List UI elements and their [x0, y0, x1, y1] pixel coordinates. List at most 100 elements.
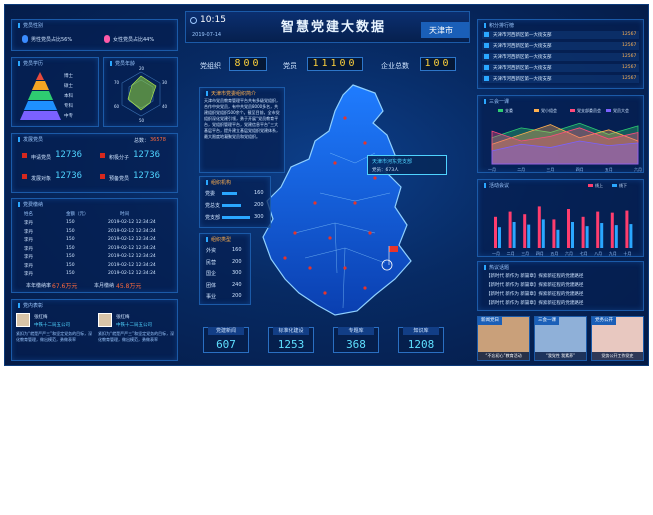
screen-reflection	[4, 368, 649, 515]
stat-box-value: 368	[346, 338, 366, 351]
city-selector[interactable]: 天津市	[421, 22, 469, 38]
edu-level: 本科	[64, 94, 73, 99]
dev-item-label: 发展对象	[31, 176, 52, 182]
stat-box-value: 1208	[407, 338, 435, 351]
org-counter: 800	[229, 57, 267, 71]
tooltip-line: 党员：673人	[372, 168, 399, 173]
x-tick-label: 六月	[634, 166, 642, 172]
ranking-row[interactable]: 天津市河西新区第一大街支部 12567	[482, 75, 639, 83]
x-tick-label: 六月	[565, 250, 573, 256]
media-card[interactable]: 党务公开 党务公开工作党史	[591, 316, 644, 361]
gender-panel: 党员性别 男性党员占比56% 女性党员占比44%	[11, 19, 178, 51]
dev-item-label: 积极分子	[109, 155, 130, 161]
bar	[512, 222, 516, 248]
age-panel: 党员年龄 20 30 40 50 60 70	[103, 57, 178, 127]
legend-label: 党支部委员会	[577, 107, 601, 113]
org-stat-value: 300	[254, 214, 264, 220]
news-item[interactable]: 【新时代 新作为 新篇章】探索新征程的党建路径	[486, 283, 584, 288]
org-type-value: 240	[232, 281, 242, 288]
cell-amount: 150	[66, 228, 75, 234]
cell-name: 李丹	[24, 255, 33, 260]
org-type-label: 团体	[206, 282, 217, 289]
media-caption: 党务公开工作党史	[592, 352, 643, 360]
member-label: 党员	[283, 62, 297, 70]
cell-time: 2019-02-12 12:34:24	[108, 220, 156, 225]
dev-item-value: 12736	[133, 171, 161, 181]
bar	[523, 214, 527, 248]
member-counter: 11100	[307, 57, 363, 71]
org-stats-title: 组织机构	[206, 179, 231, 186]
education-panel: 党员学历 博士 硕士 本科 专科 中专	[11, 57, 99, 127]
stat-box[interactable]: 知识库 1208	[398, 327, 444, 353]
cell-amount: 150	[66, 262, 75, 268]
org-type-value: 160	[232, 247, 242, 253]
cell-time: 2019-02-12 12:34:24	[108, 262, 156, 268]
cell-time: 2019-02-12 12:34:24	[108, 271, 156, 276]
development-panel: 发展党员 总数： 36578 申请党员 12736 积极分子 12736 发展对…	[11, 133, 178, 193]
cell-amount: 150	[66, 237, 75, 242]
age-axis: 40	[162, 104, 168, 109]
dev-item-value: 12736	[55, 171, 83, 181]
media-card[interactable]: 三会一课 “我党性 我素养”	[534, 316, 587, 361]
media-caption: “不忘初心”教育活动	[478, 352, 529, 360]
bar	[625, 210, 629, 248]
avatar	[98, 313, 112, 327]
ranking-row[interactable]: 天津市河西新区第一大街支部 12567	[482, 42, 639, 50]
org-type-label: 国企	[206, 271, 217, 277]
dues-header: 姓名 金额（元） 时间	[16, 211, 173, 218]
rank-name: 天津市河西新区第一大街支部	[493, 44, 552, 49]
stat-box[interactable]: 党建新闻 607	[203, 327, 249, 353]
education-pyramid	[20, 72, 61, 120]
legend-swatch	[588, 184, 593, 187]
female-icon	[104, 35, 110, 43]
person-card[interactable]: 张红梅 中铁十二局五公司 紧扣为“就是严严三”和坚定党务的目标，深化教育管理，做…	[98, 312, 176, 358]
rank-score: 12567	[622, 65, 637, 70]
x-tick-label: 九月	[609, 250, 617, 256]
ranking-row[interactable]: 天津市河西新区第一大街支部 12567	[482, 64, 639, 72]
media-tag: 新闻党日	[478, 317, 502, 325]
dev-item-label: 申请党员	[31, 155, 52, 161]
stat-box[interactable]: 专题库 368	[333, 327, 379, 353]
flag-icon	[100, 174, 105, 179]
ranking-row[interactable]: 天津市河西新区第一大街支部 12567	[482, 31, 639, 39]
org-stat-label: 党支部	[205, 215, 221, 221]
news-item[interactable]: 【新时代 新作为 新篇章】探索新征程的党建路径	[486, 274, 584, 279]
rank-name: 天津市河西新区第一大街支部	[493, 33, 552, 38]
org-type-label: 事业	[206, 294, 217, 300]
ranking-row[interactable]: 天津市河西新区第一大街支部 12567	[482, 53, 639, 61]
stat-box[interactable]: 标准化建设 1253	[268, 327, 314, 353]
map-tooltip: 天津市河东党支部 党员：673人	[367, 155, 447, 175]
person-card[interactable]: 张红梅 中铁十二局五公司 紧扣为“就是严严三”和坚定党务的目标，深化教育管理，做…	[16, 312, 94, 358]
tooltip-title: 天津市河东党支部	[372, 159, 413, 165]
stat-box-label: 标准化建设	[273, 327, 309, 335]
bar	[541, 219, 545, 248]
development-title: 发展党员	[18, 136, 43, 143]
x-tick-label: 二月	[517, 167, 525, 172]
stat-box-label: 专题库	[338, 327, 374, 335]
age-radar-chart	[121, 71, 161, 117]
meetings-panel: 三会一课 支委 党小组会 党支部委员会 党员大会 一月 二月 三月 四月 五月 六月	[477, 95, 644, 173]
legend-swatch	[606, 109, 611, 112]
rank-score: 12567	[622, 43, 637, 48]
table-row: 李丹 150 2019-02-12 12:34:24	[16, 271, 173, 278]
rank-name: 天津市河西新区第一大街支部	[493, 77, 552, 82]
legend-label: 支委	[505, 107, 513, 113]
news-item[interactable]: 【新时代 新作为 新篇章】探索新征程的党建路径	[486, 301, 584, 306]
enterprise-label: 企业总数	[381, 62, 409, 70]
org-stats-panel: 组织机构 党委 160 党总支 200 党支部 300	[199, 176, 271, 228]
cell-time: 2019-02-12 12:34:24	[108, 237, 156, 242]
table-row: 李丹 150 2019-02-12 12:34:24	[16, 229, 173, 236]
media-card[interactable]: 新闻党日 “不忘初心”教育活动	[477, 316, 530, 361]
activity-panel: 活动会议 线上 线下 一月 二月 三月 四月 五月 六月 七月 八月 九月 十月	[477, 179, 644, 257]
exemplary-panel: 党内表彰 张红梅 中铁十二局五公司 紧扣为“就是严严三”和坚定党务的目标，深化教…	[11, 299, 178, 361]
meetings-title: 三会一课	[484, 98, 509, 105]
org-stat-bar	[222, 192, 237, 195]
cell-name: 李丹	[24, 263, 33, 269]
legend-label: 党员大会	[613, 107, 629, 113]
cell-time: 2019-02-12 12:34:24	[108, 254, 156, 259]
media-tag: 三会一课	[535, 317, 559, 325]
table-row: 李丹 150 2019-02-12 12:34:24	[16, 246, 173, 253]
news-item[interactable]: 【新时代 新作为 新篇章】探索新征程的党建路径	[486, 292, 584, 297]
female-ratio: 女性党员占比44%	[113, 37, 155, 43]
